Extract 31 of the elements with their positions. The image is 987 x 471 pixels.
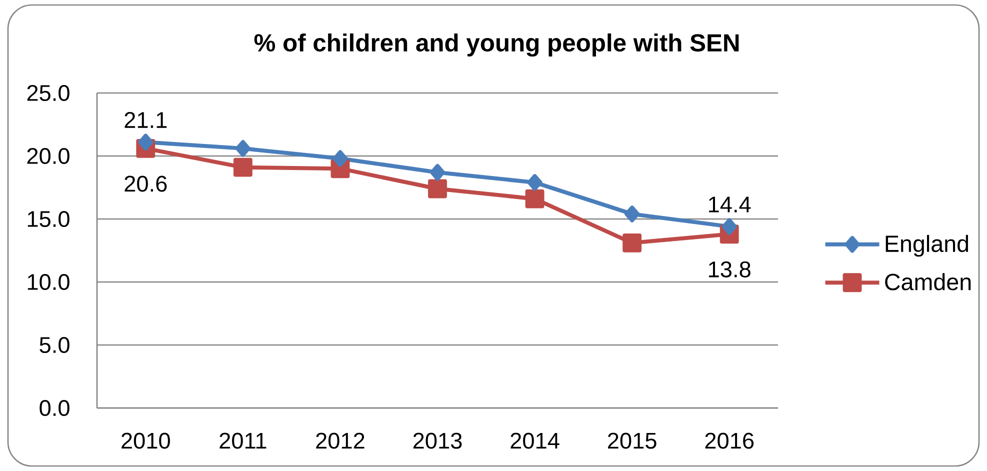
y-tick-label: 25.0 [27,84,70,102]
x-tick-label: 2015 [608,432,656,449]
data-label: 21.1 [124,112,167,128]
point [235,140,250,157]
x-tick-label: 2010 [122,432,170,449]
legend-label: Camden [885,273,971,290]
x-tick-label: 2012 [316,432,364,449]
y-tick-label: 15.0 [28,210,70,228]
point [722,218,737,235]
point [428,179,447,198]
x-tick-label: 2011 [220,432,266,449]
point [332,150,348,167]
point [233,158,252,177]
legend-label: England [886,234,968,257]
y-tick-label: 5.0 [40,336,70,354]
point [430,164,446,181]
x-tick-label: 2013 [413,432,462,449]
y-tick-label: 0.0 [40,400,70,416]
point [622,233,642,252]
point [525,189,544,208]
data-label: 13.8 [709,261,750,278]
point [624,206,640,222]
point [138,134,154,151]
chart-title: % of children and young people with SEN [254,33,739,57]
x-tick-label: 2014 [510,432,560,449]
y-tick-label: 10.0 [28,274,70,290]
x-tick-label: 2016 [705,432,754,449]
y-tick-label: 20.0 [27,148,70,164]
data-label: 20.6 [124,176,167,192]
point [527,174,542,191]
data-label: 14.4 [709,196,751,212]
